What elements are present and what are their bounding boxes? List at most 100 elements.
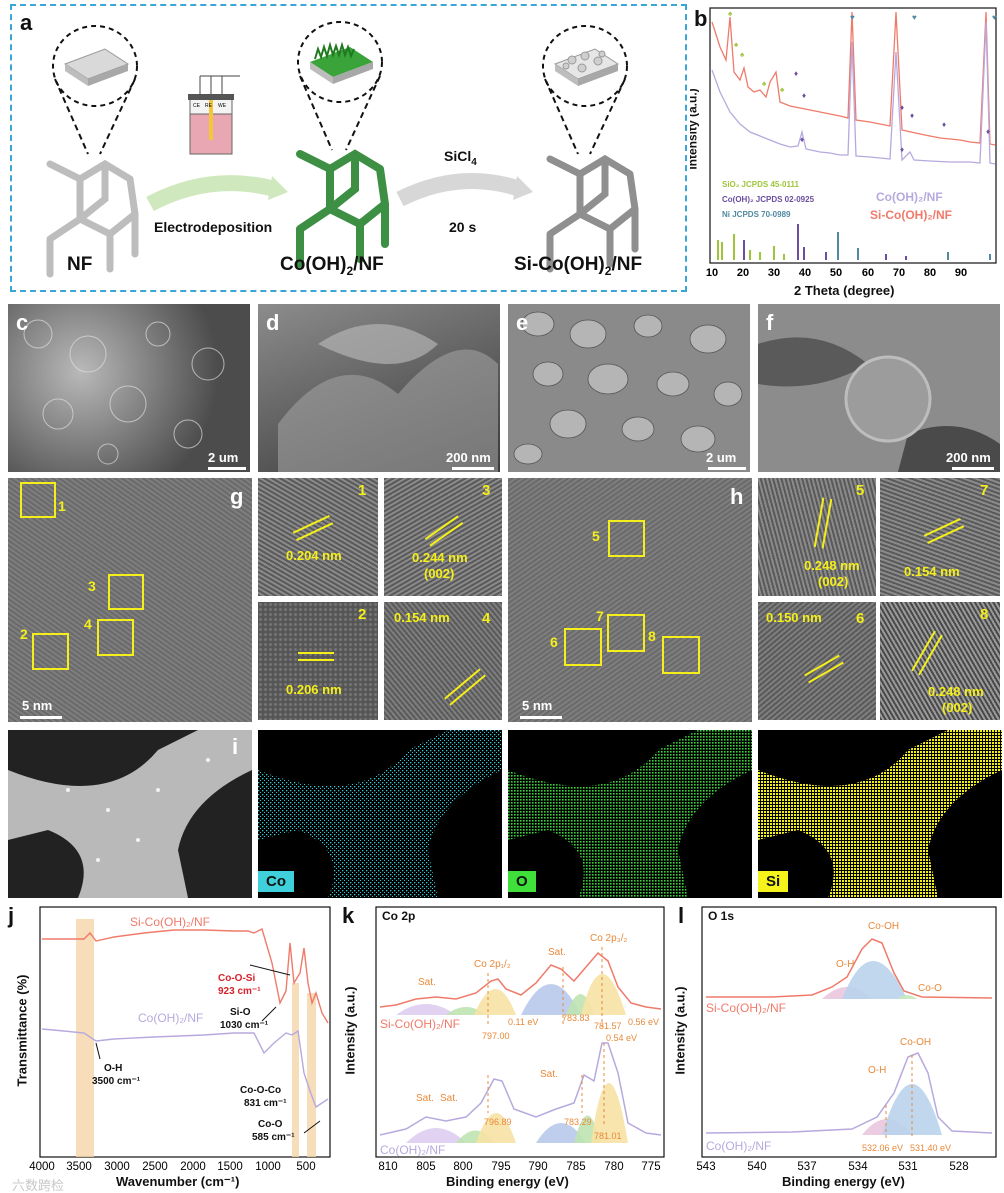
svg-text:♠: ♠ [780, 85, 785, 94]
co2p-top-shift1: 0.11 eV [508, 1017, 539, 1027]
inset-h-6-fringe [804, 654, 844, 684]
arrow-head-1 [268, 176, 288, 200]
inset-g-3-hkl: (002) [424, 566, 455, 581]
o1s-bot-curve [705, 1052, 993, 1134]
cell-label-we: WE [218, 103, 227, 109]
panel-a: a [10, 4, 687, 292]
label-co-tail: /NF [353, 254, 384, 275]
svg-text:795: 795 [491, 1161, 510, 1173]
inset-g-4: 0.154 nm 4 [384, 602, 502, 720]
tem-g-scale: 5 nm [22, 698, 53, 713]
sem-d-letter: d [266, 310, 280, 335]
label-co-sub: 2 [346, 263, 354, 278]
tem-g-box-1 [20, 482, 56, 518]
sicl4-sub: 4 [471, 156, 477, 168]
watermark: 六数跨检 [12, 1178, 65, 1193]
ftir-band-coo [307, 993, 316, 1157]
ftir-sio-label: Si-O [230, 1007, 251, 1018]
inset-h-8-d: 0.248 nm [928, 684, 984, 699]
ftir-coo-value: 585 cm⁻¹ [252, 1132, 295, 1143]
label-si-main: Si-Co(OH) [514, 254, 605, 275]
tem-g-box-1-label: 1 [58, 498, 66, 514]
svg-text:♦: ♦ [910, 111, 914, 120]
sem-d-scale: 200 nm [446, 450, 491, 465]
svg-text:10: 10 [706, 267, 718, 279]
co2p-top-v3: 781.57 [594, 1021, 622, 1031]
svg-text:790: 790 [528, 1161, 547, 1173]
sem-f-letter: f [766, 310, 774, 335]
svg-text:♦: ♦ [900, 103, 904, 112]
svg-text:4000: 4000 [29, 1161, 55, 1173]
step2-label-bottom: 20 s [449, 219, 477, 235]
sem-c-scale: 2 um [208, 450, 239, 465]
o1s-bot-v2: 531.40 eV [910, 1143, 952, 1153]
o1s-top-oh: O-H [836, 959, 855, 970]
co2p-bot-curve [379, 1042, 662, 1136]
xrd-legend-si: Si-Co(OH)₂/NF [870, 208, 952, 222]
label-si-co-oh-nf: Si-Co(OH)2/NF [514, 254, 642, 278]
inset-h-6-num: 6 [856, 610, 865, 627]
svg-text:90: 90 [955, 267, 967, 279]
ftir-xticks: 4000 3500 3000 2500 2000 1500 1000 500 [29, 1161, 315, 1173]
panel-a-schematic: CE RE WE [46, 21, 639, 278]
svg-text:1000: 1000 [255, 1161, 281, 1173]
inset-h-7-fringe [923, 518, 965, 544]
svg-text:1500: 1500 [217, 1161, 243, 1173]
inset-g-2-d: 0.206 nm [286, 682, 342, 697]
svg-text:80: 80 [924, 267, 936, 279]
tem-panel-g: g 1 3 2 4 5 nm [8, 478, 252, 722]
co2p-bot-sat3: Sat. [540, 1069, 558, 1080]
eds-letter: i [232, 734, 239, 759]
tem-g-letter: g [230, 484, 244, 509]
co2p-chart: 810 805 800 795 790 785 780 775 [375, 906, 665, 1173]
inset-g-3-fringe [424, 515, 464, 547]
co2p-xlabel: Binding energy (eV) [446, 1174, 569, 1189]
eds-si-tag: Si [758, 871, 789, 892]
ftir-coosi-pointer [249, 964, 291, 976]
svg-text:2000: 2000 [180, 1161, 206, 1173]
tem-g-scalebar [20, 716, 62, 719]
tem-h-box-7 [607, 614, 645, 652]
sem-texture-e [513, 311, 743, 465]
co2p-bot-fill-3 [476, 1113, 516, 1143]
panel-l: l 543 540 537 534 531 528 O 1s Intensity (a.… [672, 903, 1002, 1193]
ftir-oh-value: 3500 cm⁻¹ [92, 1076, 141, 1087]
xrd-reference-bars [717, 224, 991, 260]
ftir-coo-pointer [303, 1120, 321, 1134]
co2p-top-sat1: Sat. [418, 977, 436, 988]
svg-text:3000: 3000 [104, 1161, 130, 1173]
eds-map-si-texture [758, 730, 1002, 898]
co2p-top-shift3: 0.54 eV [606, 1033, 638, 1043]
co2p-top-co32: Co 2p₃/₂ [590, 933, 628, 944]
sem-f-scalebar [952, 467, 994, 470]
co2p-legend-si: Si-Co(OH)₂/NF [380, 1017, 460, 1031]
label-co-main: Co(OH) [280, 254, 347, 275]
svg-text:805: 805 [416, 1161, 435, 1173]
tem-g-box-2 [32, 633, 69, 670]
co2p-legend-co: Co(OH)₂/NF [380, 1143, 446, 1157]
svg-text:528: 528 [949, 1161, 968, 1173]
sem-d-scalebar [452, 467, 494, 470]
co2p-top-co12: Co 2p₁/₂ [474, 959, 511, 970]
ftir-sio-pointer [261, 1006, 277, 1022]
label-nf: NF [67, 254, 93, 275]
svg-text:70: 70 [893, 267, 905, 279]
o1s-bot-v1: 532.06 eV [862, 1143, 904, 1153]
svg-text:534: 534 [848, 1161, 868, 1173]
inset-h-6-d: 0.150 nm [766, 610, 822, 625]
tem-g-box-2-label: 2 [20, 626, 28, 642]
co-foam-structure [296, 149, 389, 268]
o1s-legend-co: Co(OH)₂/NF [706, 1139, 772, 1153]
sem-e-scale: 2 um [706, 450, 737, 465]
cell-label-ce: CE [193, 103, 201, 109]
ftir-coosi-label: Co-O-Si [218, 973, 256, 984]
svg-text:780: 780 [604, 1161, 623, 1173]
o1s-legend-si: Si-Co(OH)₂/NF [706, 1001, 786, 1015]
eds-map-si: Si [758, 730, 1002, 898]
svg-text:♠: ♠ [728, 9, 733, 18]
electrodeposition-cell: CE RE WE [188, 75, 240, 155]
si-zoom-circle [542, 25, 628, 155]
inset-h-8-fringe [911, 630, 943, 676]
o1s-ylabel: Intensity (a.u.) [672, 986, 688, 1075]
inset-h-5-d: 0.248 nm [804, 558, 860, 573]
